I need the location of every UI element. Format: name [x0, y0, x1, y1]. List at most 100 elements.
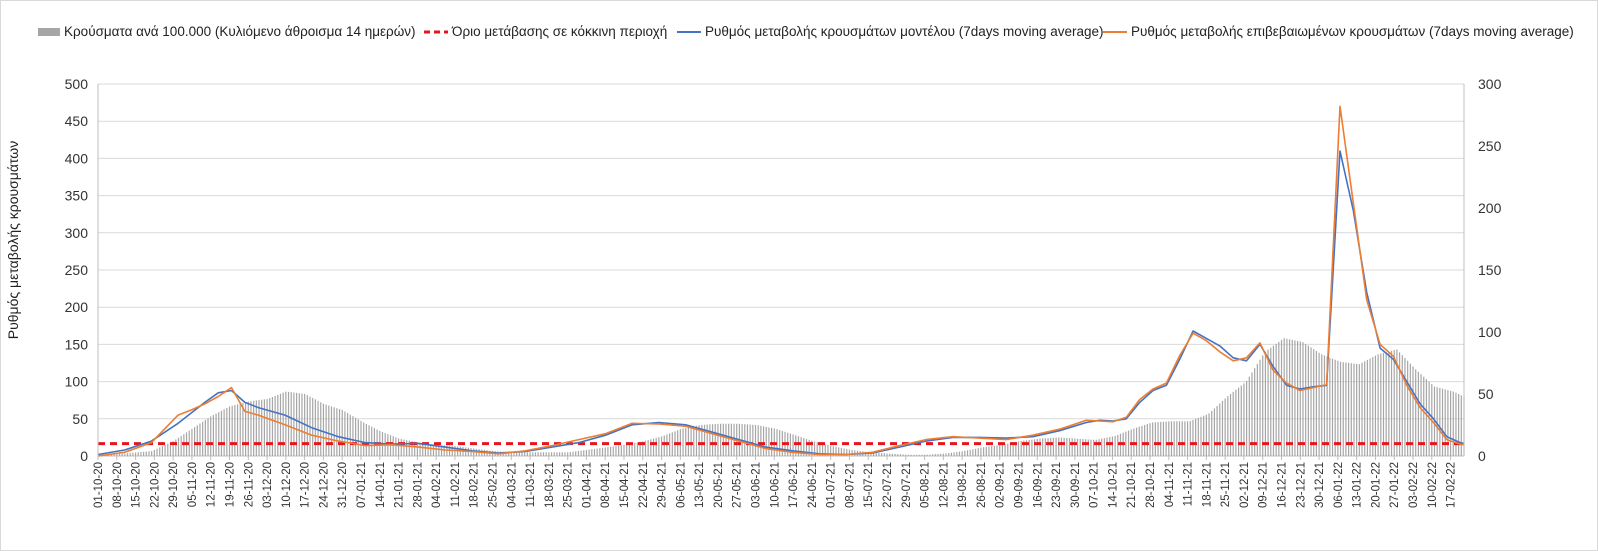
- y-left-tick-label: 50: [72, 411, 88, 427]
- bar: [1127, 430, 1130, 456]
- bar: [1101, 438, 1103, 456]
- bar: [1090, 439, 1092, 456]
- y-left-tick-label: 150: [65, 336, 89, 352]
- bar: [1297, 340, 1299, 456]
- bar: [639, 441, 641, 456]
- x-tick-label: 23-12-21: [1295, 462, 1307, 508]
- bar: [121, 453, 123, 456]
- bar: [1313, 349, 1315, 456]
- bar: [808, 439, 810, 456]
- bar: [1294, 340, 1296, 456]
- bar: [373, 428, 376, 456]
- bar: [1039, 438, 1041, 456]
- bar: [1055, 437, 1057, 456]
- bar: [1084, 439, 1087, 456]
- x-tick-label: 08-07-21: [844, 462, 856, 508]
- bar: [169, 442, 172, 456]
- bar: [1058, 437, 1060, 456]
- bar: [1162, 421, 1165, 456]
- bar: [883, 453, 885, 456]
- confirmed-line: [97, 105, 1465, 457]
- bar: [1200, 416, 1202, 456]
- bar: [312, 398, 314, 456]
- bar: [1012, 442, 1014, 456]
- bar: [269, 398, 271, 456]
- bar: [1366, 359, 1368, 456]
- bar: [754, 424, 757, 456]
- bar: [980, 447, 982, 456]
- bar: [658, 437, 660, 456]
- bar: [1141, 425, 1143, 456]
- y-right-tick-label: 300: [1478, 76, 1502, 92]
- x-tick-label: 27-01-22: [1389, 462, 1401, 508]
- x-tick-label: 08-10-20: [112, 462, 124, 508]
- legend-item-confirmed-line: Ρυθμός μεταβολής επιβεβαιωμένων κρουσμάτ…: [1103, 24, 1574, 39]
- x-tick-label: 17-02-22: [1446, 462, 1458, 508]
- bar: [1146, 424, 1148, 456]
- bar: [1044, 438, 1046, 456]
- bar: [685, 427, 687, 456]
- bar: [1345, 362, 1347, 456]
- x-tick-label: 20-05-21: [713, 462, 725, 508]
- bar: [1318, 352, 1320, 456]
- bar: [255, 400, 257, 456]
- bar: [714, 424, 716, 456]
- bar: [395, 437, 397, 456]
- bar: [1211, 410, 1213, 456]
- bar: [792, 434, 794, 456]
- bar: [430, 444, 432, 456]
- x-tick-label: 15-10-20: [131, 462, 143, 508]
- bar: [902, 454, 904, 456]
- y-left-tick-label: 0: [80, 448, 88, 464]
- bar: [1267, 349, 1269, 456]
- bar: [631, 443, 633, 456]
- bar: [717, 423, 719, 456]
- bar: [988, 446, 990, 456]
- bar: [126, 453, 129, 456]
- bar: [1082, 439, 1084, 456]
- bar: [1015, 442, 1017, 456]
- bar: [996, 445, 998, 456]
- bar: [604, 447, 606, 456]
- bar: [1380, 353, 1382, 456]
- bar: [1409, 363, 1411, 456]
- bar: [666, 434, 668, 456]
- bar: [196, 425, 198, 456]
- bar: [1458, 394, 1460, 456]
- bar: [333, 407, 335, 456]
- bar: [824, 444, 826, 456]
- x-tick-label: 10-02-22: [1427, 462, 1439, 508]
- bar: [1036, 438, 1038, 456]
- bar: [1302, 342, 1304, 456]
- bar: [567, 452, 569, 456]
- y-left-tick-label: 300: [65, 225, 89, 241]
- bar: [889, 453, 891, 456]
- bar: [247, 401, 249, 456]
- bar: [948, 453, 950, 456]
- bar: [548, 452, 550, 456]
- bar: [1385, 352, 1387, 456]
- bar: [550, 452, 553, 456]
- bar: [1423, 376, 1425, 456]
- x-tick-label: 08-04-21: [600, 462, 612, 508]
- bar: [349, 414, 351, 456]
- bar: [999, 445, 1001, 456]
- bar: [363, 422, 365, 456]
- bar: [843, 448, 845, 456]
- x-tick-label: 15-04-21: [619, 462, 631, 508]
- bar: [958, 451, 961, 456]
- x-tick-label: 21-01-21: [394, 462, 406, 508]
- bar: [1398, 352, 1401, 456]
- bar: [156, 448, 158, 456]
- bar: [1165, 421, 1167, 456]
- x-tick-label: 17-12-20: [300, 462, 312, 508]
- bar: [1229, 393, 1232, 456]
- bar: [1396, 349, 1398, 456]
- bar: [620, 445, 622, 456]
- bar: [1095, 439, 1097, 456]
- bar: [612, 446, 614, 456]
- gridlines: [98, 83, 1464, 457]
- bar: [508, 452, 510, 456]
- x-tick-label: 09-12-21: [1258, 462, 1270, 508]
- bar: [1374, 355, 1377, 456]
